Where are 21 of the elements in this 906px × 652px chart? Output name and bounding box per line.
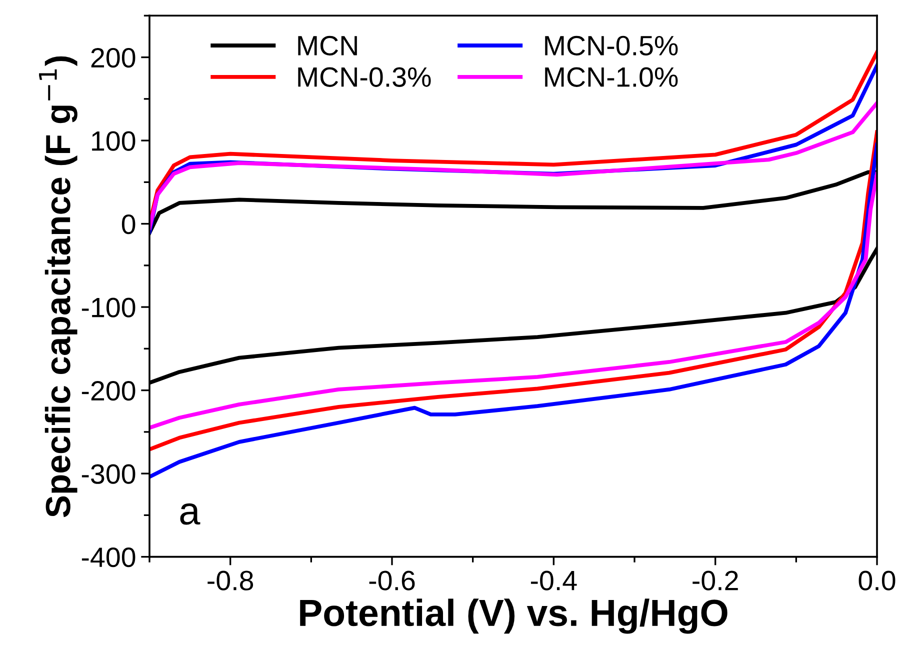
- x-axis-title: Potential (V) vs. Hg/HgO: [300, 598, 728, 634]
- line-series: [149, 172, 878, 430]
- y-tick-label: -100: [82, 298, 136, 318]
- x-tick-label: -0.4: [530, 570, 577, 590]
- legend-label: MCN-1.0%: [545, 67, 678, 87]
- line-series: [149, 101, 878, 230]
- y-tick-label: -400: [82, 547, 136, 568]
- x-tick-label: -0.8: [208, 570, 254, 590]
- y-tick-label: -200: [82, 380, 136, 401]
- x-tick-label: -0.2: [692, 570, 738, 590]
- x-tick-label: 0.0: [858, 570, 896, 590]
- legend-label: MCN-0.5%: [545, 36, 678, 56]
- y-tick-label: -300: [82, 464, 136, 484]
- y-tick-label: 100: [92, 131, 136, 151]
- y-tick-label: 0: [122, 214, 136, 234]
- x-tick-label: -0.6: [369, 570, 415, 590]
- legend-label: MCN-0.3%: [298, 67, 431, 87]
- y-axis-title: Specific capacitance (F g$^{−1}$): [39, 56, 78, 518]
- annotation: a: [180, 503, 200, 525]
- y-tick-label: 200: [91, 48, 136, 68]
- legend-label: MCN: [298, 36, 357, 56]
